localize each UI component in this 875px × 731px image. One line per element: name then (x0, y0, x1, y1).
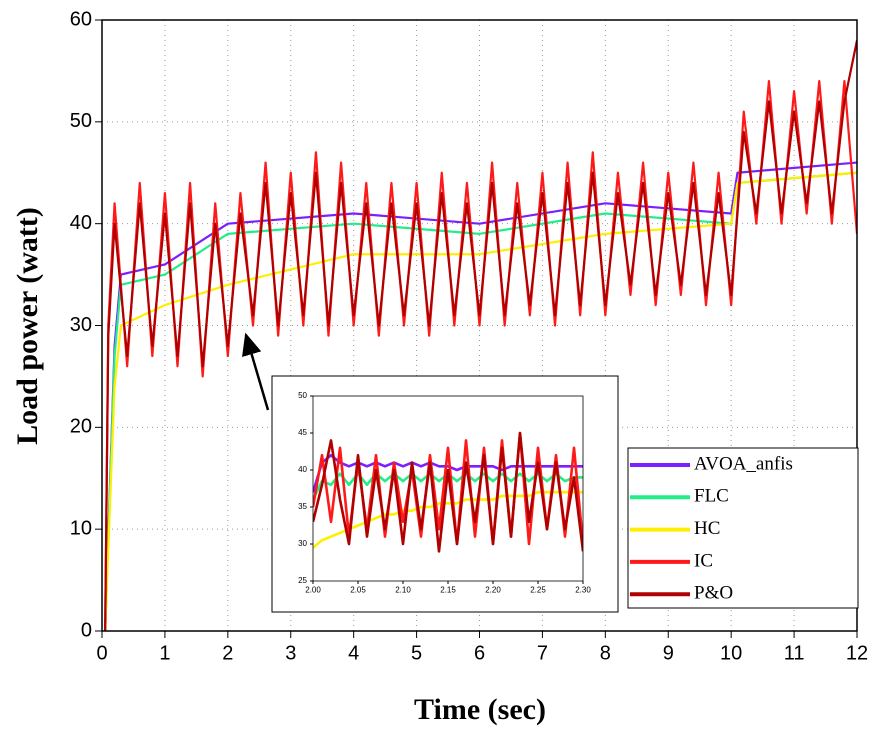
y-tick-label: 35 (298, 502, 307, 511)
series-line (313, 490, 583, 549)
plot-frame (312, 395, 584, 582)
x-tick-label: 6 (474, 642, 485, 664)
x-tick-label: 2.00 (305, 586, 321, 595)
legend-label: P&O (694, 583, 733, 604)
y-tick-label: 40 (298, 465, 307, 474)
y-tick-label: 30 (70, 314, 92, 336)
legend-label: IC (694, 550, 713, 571)
y-tick-label: 30 (298, 539, 307, 548)
legend-label: AVOA_anfis (694, 453, 793, 474)
x-tick-label: 5 (411, 642, 422, 664)
x-tick-label: 0 (96, 642, 107, 664)
y-tick-label: 10 (70, 517, 92, 539)
x-tick-label: 2.10 (395, 586, 411, 595)
x-tick-label: 1 (159, 642, 170, 664)
legend-label: FLC (694, 486, 729, 507)
x-axis-label: Time (sec) (414, 693, 546, 726)
series-line (104, 171, 857, 632)
legend-label: HC (694, 518, 720, 539)
x-tick-label: 3 (285, 642, 296, 664)
y-tick-label: 0 (81, 619, 92, 641)
series-line (104, 40, 857, 632)
series-line (313, 431, 583, 553)
arrow (242, 332, 270, 411)
x-tick-label: 2.20 (485, 586, 501, 595)
y-tick-label: 25 (298, 576, 307, 585)
y-tick-label: 40 (70, 212, 92, 234)
y-tick-label: 45 (298, 428, 307, 437)
legend: AVOA_anfis FLC HC IC P&O (630, 453, 793, 604)
y-tick-label: 60 (70, 8, 92, 30)
inset-chart: 2.00 2.05 2.10 2.15 2.20 2.25 2.30 25 30 35 40 45 50 (298, 391, 591, 594)
x-tick-label: 2 (222, 642, 233, 664)
x-tick-label: 10 (720, 642, 742, 664)
y-axis-label: Load power (watt) (11, 207, 44, 445)
x-tick-label: 12 (846, 642, 868, 664)
x-tick-label: 8 (600, 642, 611, 664)
x-tick-label: 2.15 (440, 586, 456, 595)
x-tick-label: 2.05 (350, 586, 366, 595)
y-tick-label: 50 (298, 391, 307, 400)
x-tick-label: 7 (537, 642, 548, 664)
x-tick-label: 2.25 (530, 586, 546, 595)
y-tick-label: 20 (70, 416, 92, 438)
y-tick-label: 50 (70, 110, 92, 132)
plot-frame (101, 19, 858, 632)
x-tick-label: 2.30 (575, 586, 591, 595)
x-tick-label: 11 (784, 642, 805, 664)
x-tick-label: 9 (663, 642, 674, 664)
legend-box (627, 447, 859, 609)
x-tick-label: 4 (348, 642, 359, 664)
